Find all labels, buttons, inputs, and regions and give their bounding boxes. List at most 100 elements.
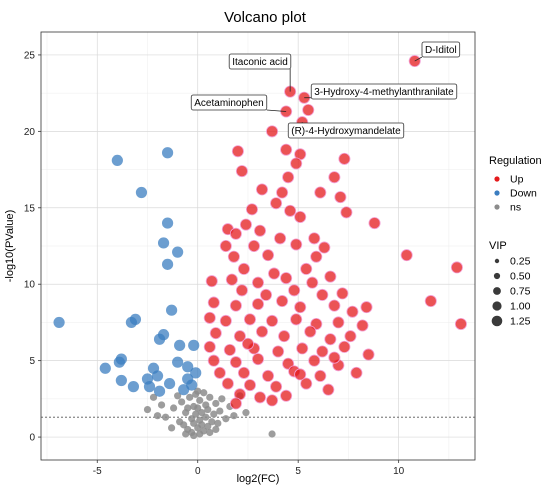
point-up	[290, 313, 303, 326]
point-up	[340, 206, 353, 219]
point-up	[314, 369, 327, 382]
point-ns	[230, 412, 238, 420]
annotation-box	[421, 41, 461, 58]
point-up	[235, 284, 248, 297]
point-ns	[182, 430, 190, 438]
point-up	[274, 232, 287, 245]
point-down	[127, 381, 140, 393]
point-up	[229, 356, 242, 369]
point-ns	[268, 430, 276, 438]
legend-regulation: Regulation Up Down ns	[489, 155, 542, 214]
point-up	[262, 369, 275, 382]
point-up	[280, 272, 293, 285]
point-up	[237, 262, 250, 275]
annotation-box	[228, 53, 292, 70]
point-ns	[222, 415, 230, 423]
point-up	[254, 391, 267, 404]
point-ns	[143, 405, 152, 414]
y-tick-label: 25	[24, 50, 36, 61]
point-up	[290, 238, 303, 251]
point-up	[203, 311, 216, 324]
point-down	[151, 370, 164, 382]
point-up	[350, 366, 363, 379]
annotation-box	[310, 83, 458, 100]
legend-vip-title: VIP	[489, 240, 507, 252]
point-up	[310, 250, 323, 263]
y-tick-label: 20	[24, 127, 36, 138]
vip-label: 0.25	[510, 256, 531, 268]
point-up	[308, 232, 321, 245]
point-ns	[196, 396, 204, 404]
point-up	[227, 250, 240, 263]
plot-border	[40, 31, 476, 461]
points-layer	[53, 55, 467, 440]
point-up	[362, 348, 375, 361]
point-up	[266, 125, 279, 138]
point-down	[99, 362, 111, 374]
point-up	[334, 191, 347, 204]
legend-swatch-down	[494, 190, 500, 196]
point-down	[174, 339, 186, 351]
annotation-box	[287, 122, 405, 139]
point-up	[262, 249, 275, 262]
point-up	[360, 301, 373, 314]
point-up	[247, 239, 260, 252]
point-ns	[206, 428, 214, 437]
point-down	[172, 356, 184, 368]
point-ns	[168, 424, 176, 432]
point-up	[324, 333, 337, 346]
point-down	[190, 367, 202, 379]
point-up	[302, 103, 315, 116]
point-up	[332, 316, 345, 329]
point-up	[328, 299, 341, 312]
point-up	[229, 299, 242, 312]
point-up	[251, 353, 264, 366]
point-up	[346, 305, 359, 318]
point-up	[229, 397, 242, 410]
vip-label: 0.75	[510, 286, 531, 298]
point-down	[53, 316, 65, 329]
point-down	[188, 339, 200, 351]
point-ns	[210, 410, 218, 418]
point-up	[318, 241, 331, 254]
point-ns	[174, 392, 182, 400]
annotation-label: D-Iditol	[425, 45, 457, 56]
annotation-label: Acetaminophen	[194, 98, 264, 109]
point-up	[280, 389, 293, 402]
chart-title: Volcano plot	[224, 9, 307, 26]
point-up	[221, 377, 234, 390]
point-up	[308, 354, 321, 367]
point-up	[229, 227, 242, 240]
point-up	[336, 287, 349, 300]
point-up	[328, 351, 341, 364]
point-ns	[184, 404, 192, 412]
point-up	[294, 368, 307, 381]
point-up	[243, 379, 256, 392]
annotation-leader	[414, 56, 423, 62]
point-up	[284, 204, 297, 217]
point-up	[251, 298, 264, 311]
point-up	[424, 295, 437, 308]
plot-area: D-Iditol Itaconic acid 3-Hydroxy-4-methyla…	[40, 31, 476, 461]
annotation: 3-Hydroxy-4-methylanthranilate	[304, 83, 458, 100]
y-axis-title: -log10(PValue)	[4, 210, 16, 283]
point-up	[368, 217, 381, 230]
point-up	[213, 366, 226, 379]
y-axis: 0 5 10 15 20 25	[24, 50, 41, 444]
annotation-leader	[266, 109, 287, 112]
point-up	[400, 249, 413, 262]
point-up	[219, 314, 232, 327]
legend-label-ns: ns	[510, 202, 521, 214]
point-up	[306, 276, 319, 289]
point-ns	[178, 398, 186, 406]
x-axis: -5 0 5 10	[93, 460, 405, 477]
point-ns	[170, 404, 178, 412]
legend-vip: VIP 0.25 0.50 0.75 1.00 1.25	[489, 240, 531, 328]
point-ns	[194, 387, 202, 395]
vip-swatch	[493, 287, 501, 295]
point-up	[356, 319, 369, 332]
point-up	[237, 366, 250, 379]
x-tick-label: 0	[195, 466, 201, 477]
y-tick-label: 10	[24, 280, 36, 291]
point-ns	[161, 413, 170, 421]
